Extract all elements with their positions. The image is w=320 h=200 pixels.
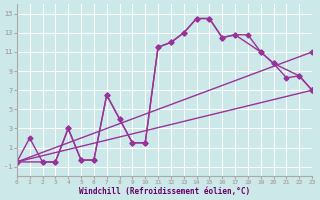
X-axis label: Windchill (Refroidissement éolien,°C): Windchill (Refroidissement éolien,°C) [79,187,250,196]
